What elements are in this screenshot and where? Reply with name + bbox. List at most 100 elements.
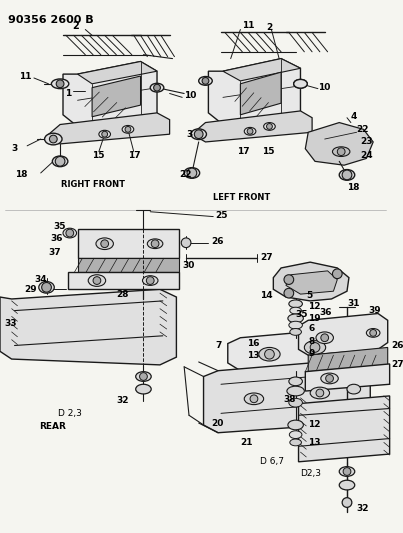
Ellipse shape	[184, 168, 199, 179]
Polygon shape	[63, 61, 157, 126]
Ellipse shape	[39, 281, 54, 293]
Ellipse shape	[290, 307, 301, 314]
Polygon shape	[208, 59, 301, 125]
Ellipse shape	[339, 480, 355, 490]
Text: 20: 20	[211, 418, 224, 427]
Ellipse shape	[289, 377, 302, 386]
Text: LEFT FRONT: LEFT FRONT	[213, 193, 270, 201]
Text: 35: 35	[53, 222, 66, 231]
Text: 32: 32	[357, 504, 369, 513]
Polygon shape	[92, 76, 141, 117]
Ellipse shape	[51, 79, 69, 88]
Polygon shape	[299, 313, 388, 355]
Polygon shape	[77, 61, 157, 84]
Text: 22: 22	[179, 171, 192, 180]
Ellipse shape	[332, 147, 350, 157]
Ellipse shape	[244, 127, 256, 135]
Text: 29: 29	[24, 285, 37, 294]
Polygon shape	[0, 289, 177, 365]
Ellipse shape	[289, 398, 302, 407]
Ellipse shape	[288, 420, 303, 430]
Ellipse shape	[343, 467, 351, 475]
Text: 15: 15	[262, 147, 274, 156]
Text: 17: 17	[237, 147, 250, 156]
Ellipse shape	[151, 240, 159, 248]
Ellipse shape	[339, 467, 355, 477]
Text: 17: 17	[128, 151, 141, 160]
Text: 22: 22	[357, 125, 369, 134]
Ellipse shape	[259, 348, 280, 361]
Polygon shape	[223, 59, 301, 81]
Ellipse shape	[143, 276, 158, 285]
Ellipse shape	[370, 329, 376, 336]
Ellipse shape	[50, 135, 57, 143]
Text: 7: 7	[215, 341, 222, 350]
Text: 2: 2	[73, 21, 79, 30]
Text: 12: 12	[308, 302, 321, 311]
Text: 9: 9	[308, 349, 315, 358]
Text: 5: 5	[306, 290, 313, 300]
Ellipse shape	[289, 431, 302, 439]
Text: 26: 26	[392, 341, 403, 350]
Text: 34: 34	[34, 275, 47, 284]
Ellipse shape	[187, 168, 197, 178]
Polygon shape	[68, 272, 179, 289]
Ellipse shape	[250, 395, 258, 402]
Ellipse shape	[266, 124, 272, 130]
Ellipse shape	[96, 238, 113, 249]
Ellipse shape	[265, 349, 274, 359]
Ellipse shape	[88, 274, 106, 286]
Ellipse shape	[310, 387, 330, 399]
Ellipse shape	[147, 239, 163, 248]
Ellipse shape	[294, 79, 307, 88]
Text: 30: 30	[182, 261, 195, 270]
Text: 38: 38	[283, 395, 295, 404]
Text: 12: 12	[308, 421, 321, 430]
Text: 15: 15	[92, 151, 105, 160]
Ellipse shape	[366, 328, 380, 337]
Text: 32: 32	[116, 396, 129, 405]
Text: 10: 10	[318, 83, 330, 92]
Text: 14: 14	[260, 290, 272, 300]
Ellipse shape	[316, 332, 333, 344]
Ellipse shape	[139, 373, 147, 381]
Ellipse shape	[52, 156, 68, 167]
Ellipse shape	[297, 80, 304, 87]
Text: 11: 11	[242, 21, 255, 30]
Ellipse shape	[284, 288, 294, 298]
Text: 13: 13	[247, 351, 260, 360]
Text: 8: 8	[308, 337, 314, 346]
Text: 2: 2	[266, 23, 273, 32]
Ellipse shape	[337, 148, 345, 156]
Text: 39: 39	[368, 306, 381, 315]
Ellipse shape	[63, 228, 77, 238]
Text: 3: 3	[12, 144, 18, 153]
Text: 16: 16	[247, 339, 260, 348]
Ellipse shape	[191, 129, 206, 140]
Ellipse shape	[56, 80, 64, 87]
Text: 13: 13	[308, 438, 321, 447]
Ellipse shape	[339, 169, 355, 180]
Ellipse shape	[289, 321, 302, 329]
Polygon shape	[299, 396, 390, 462]
Ellipse shape	[55, 157, 65, 166]
Ellipse shape	[244, 393, 264, 405]
Ellipse shape	[150, 83, 164, 92]
Text: 21: 21	[240, 438, 253, 447]
Polygon shape	[305, 123, 373, 165]
Text: D 2,3: D 2,3	[58, 409, 82, 418]
Ellipse shape	[321, 334, 328, 342]
Polygon shape	[273, 262, 349, 301]
Polygon shape	[77, 229, 179, 259]
Polygon shape	[46, 113, 170, 144]
Text: 27: 27	[260, 253, 272, 262]
Text: 37: 37	[48, 248, 61, 257]
Ellipse shape	[326, 375, 333, 382]
Ellipse shape	[154, 84, 160, 91]
Ellipse shape	[42, 282, 51, 292]
Ellipse shape	[199, 77, 212, 85]
Text: 25: 25	[215, 211, 228, 220]
Text: D 6,7: D 6,7	[260, 457, 284, 466]
Text: 4: 4	[351, 112, 357, 121]
Polygon shape	[240, 72, 281, 115]
